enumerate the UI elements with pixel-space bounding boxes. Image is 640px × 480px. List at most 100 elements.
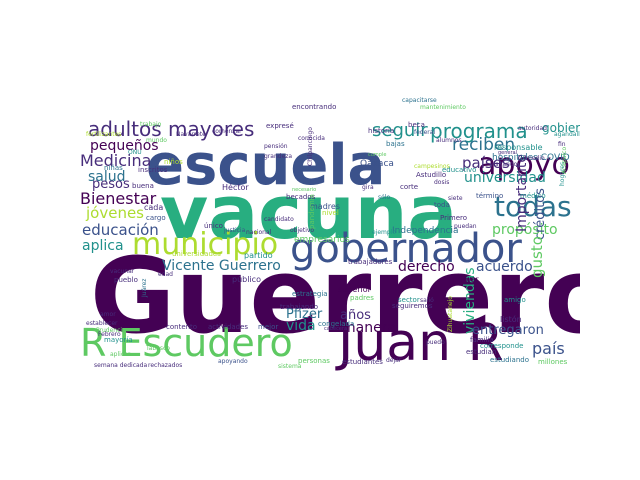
cloud-word: educativo (442, 166, 476, 174)
cloud-word: estrategia (292, 290, 328, 298)
cloud-word: dosis (434, 179, 449, 186)
cloud-word: general (498, 150, 517, 156)
cloud-word: edad (158, 271, 173, 278)
cloud-word: fin (558, 141, 566, 148)
cloud-word: corresponde (480, 342, 523, 350)
cloud-word: agandalle (554, 131, 580, 138)
cloud-word: cargo (146, 214, 166, 222)
cloud-word: gobernador (290, 226, 522, 272)
cloud-word: pequeños (90, 138, 159, 154)
cloud-word: inscritos (138, 166, 168, 174)
cloud-word: conocida (298, 135, 325, 142)
cloud-word: derecho (398, 259, 455, 275)
cloud-word: encontrando (292, 103, 336, 111)
cloud-word: superior (338, 285, 372, 294)
cloud-word: responsable (494, 143, 543, 152)
cloud-word: Juárez (141, 279, 148, 298)
cloud-word: Astudillo (416, 171, 446, 179)
cloud-word: hogares (559, 162, 566, 186)
cloud-word: pandemia (308, 194, 316, 229)
cloud-word: seguiremos (392, 302, 433, 310)
cloud-word: cada (144, 203, 163, 212)
cloud-word: partido (244, 251, 273, 260)
cloud-word: sector (398, 296, 420, 304)
cloud-word: Medicina (80, 151, 151, 170)
cloud-word: viviendas (462, 267, 478, 334)
cloud-word: mundo (146, 137, 167, 144)
cloud-word: primer (452, 275, 479, 284)
cloud-word: reciben (452, 135, 515, 155)
cloud-word: amigo (504, 296, 526, 304)
cloud-word: semana dedicada (94, 362, 147, 369)
cloud-word: mantenimiento (420, 104, 466, 111)
cloud-word: gira (362, 184, 374, 191)
cloud-word: jóvenes (85, 204, 144, 222)
cloud-word: público (232, 275, 261, 284)
cloud-word: puedo (426, 339, 445, 346)
cloud-word: Primero (440, 214, 467, 222)
cloud-word: único (204, 222, 223, 230)
cloud-word: sistema (278, 363, 302, 370)
cloud-word: millones (538, 358, 568, 366)
cloud-word: Pfizer (286, 307, 323, 322)
cloud-word: toda (434, 201, 450, 209)
cloud-word: término (476, 192, 503, 200)
cloud-word: Oaxaca (360, 159, 394, 169)
cloud-word: todas (494, 190, 572, 223)
cloud-word: apoyo (478, 147, 570, 182)
cloud-word: mejor (258, 323, 278, 331)
cloud-word: niños (164, 158, 183, 166)
cloud-word: R Escudero (80, 321, 293, 365)
cloud-word: aplica (82, 238, 124, 254)
cloud-word: apoyando (218, 358, 248, 365)
cloud-word: vida (286, 318, 316, 334)
cloud-word: Zihuatanejo (447, 296, 454, 332)
cloud-word: mayoría (104, 336, 133, 344)
cloud-word: salió (420, 297, 434, 304)
cloud-word: federal (414, 129, 435, 136)
cloud-word: Febrero (98, 331, 121, 338)
cloud-word: Guerrero (90, 235, 580, 357)
cloud-word: rechazados (148, 362, 182, 369)
cloud-word: municipio (132, 227, 278, 262)
cloud-word: amor (100, 311, 116, 318)
cloud-word: universidad (464, 170, 546, 186)
cloud-word: Héctor (222, 182, 249, 192)
cloud-word: vacuna (160, 170, 457, 256)
cloud-word: hospitales COVID (492, 153, 570, 163)
cloud-word: alumnos (436, 137, 462, 144)
cloud-word: trabajo (140, 121, 162, 128)
cloud-word: seguir (372, 120, 428, 141)
cloud-word: médico (520, 192, 546, 200)
cloud-word: propósito (492, 222, 558, 238)
cloud-word: Chilpancingo (307, 127, 314, 166)
cloud-word: capacitarse (402, 97, 437, 104)
cloud-word: estudiantes (342, 358, 383, 366)
cloud-word: buena (132, 182, 154, 190)
cloud-word: Prudencio (96, 327, 126, 334)
cloud-word: congelada (318, 320, 354, 328)
cloud-word: puedan (454, 223, 477, 230)
cloud-word: visitando (490, 161, 518, 168)
cloud-word: estudiando (490, 356, 529, 364)
cloud-word: Acapulco (561, 146, 568, 174)
cloud-word: salud (88, 169, 126, 185)
cloud-word: gusto (528, 236, 546, 278)
cloud-word: autoridad (518, 125, 547, 132)
cloud-word: Vicente Guerrero (162, 258, 281, 274)
cloud-word: Juan R (335, 313, 504, 373)
cloud-word: años (340, 308, 371, 323)
cloud-word: gobierno (542, 121, 580, 135)
cloud-word: establecer (86, 320, 118, 327)
cloud-word: adultos mayores (88, 117, 254, 141)
cloud-word: empresarios (294, 235, 350, 245)
cloud-word: trabajadores (348, 258, 393, 266)
cloud-word: fertilizantes (86, 131, 121, 138)
cloud-word: siete (448, 195, 463, 202)
cloud-word: manera (342, 320, 396, 336)
cloud-word: becados (286, 193, 316, 201)
cloud-word: justicia (223, 227, 246, 234)
cloud-word: países (462, 154, 510, 172)
cloud-word: grandeza (264, 153, 292, 160)
cloud-word: medio (526, 155, 545, 162)
